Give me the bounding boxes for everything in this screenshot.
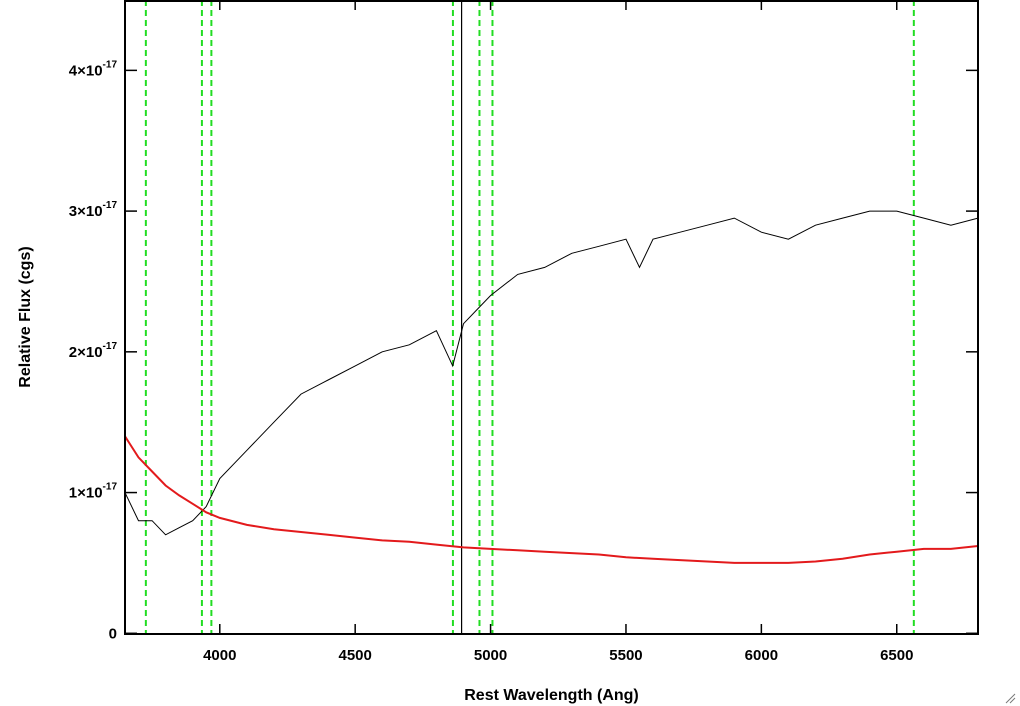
y-tick-label-4: 4×10-17 (69, 59, 118, 79)
x-tick-label-2: 5000 (474, 647, 507, 664)
x-tick-label-0: 4000 (203, 647, 236, 664)
y-axis-title: Relative Flux (cgs) (17, 246, 34, 387)
y-tick-label-0: 0 (109, 625, 117, 642)
y-tick-label-1: 1×10-17 (69, 482, 118, 502)
y-axis-ticks: 0 1×10-17 2×10-17 3×10-17 4×10-17 (69, 59, 978, 642)
series-line-1 (124, 435, 979, 564)
plot-frame (124, 0, 979, 635)
x-axis-title: Rest Wavelength (Ang) (464, 687, 639, 704)
x-tick-label-1: 4500 (338, 647, 371, 664)
x-tick-label-3: 5500 (609, 647, 642, 664)
vertical-marker-lines (144, 0, 915, 634)
y-tick-label-2: 2×10-17 (69, 341, 118, 361)
series-line-0 (124, 210, 979, 536)
resize-grip-icon[interactable] (1004, 692, 1016, 704)
spectrum-series (124, 210, 979, 564)
x-tick-label-5: 6500 (880, 647, 913, 664)
x-axis-ticks: 4000 4500 5000 5500 6000 6500 (203, 0, 913, 664)
x-tick-label-4: 6000 (745, 647, 778, 664)
y-tick-label-3: 3×10-17 (69, 200, 118, 220)
